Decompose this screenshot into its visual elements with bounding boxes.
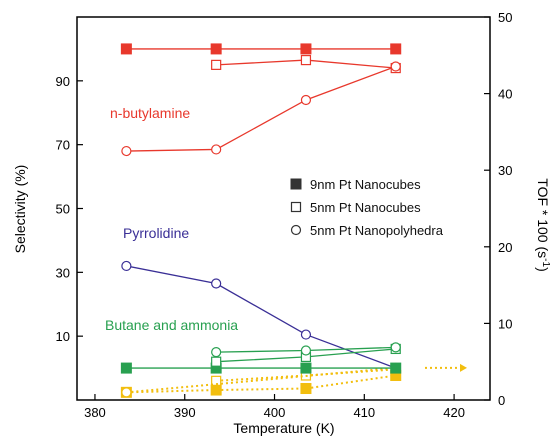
legend-marker	[290, 178, 302, 190]
y2-tick-label: 20	[498, 240, 512, 255]
data-point	[121, 387, 132, 398]
series-n-butylamine-open-square	[211, 54, 401, 74]
data-point	[300, 345, 312, 356]
x-tick-label: 420	[443, 405, 465, 420]
data-point	[390, 43, 402, 55]
data-point	[300, 54, 312, 66]
y-axis-label: Selectivity (%)	[12, 165, 28, 254]
y2-tick-label: 0	[498, 393, 505, 408]
annotation-pyrrolidine: Pyrrolidine	[123, 225, 189, 241]
x-tick-label: 400	[264, 405, 286, 420]
series-line	[126, 265, 396, 369]
x-tick-label: 410	[353, 405, 375, 420]
y-tick-label: 30	[56, 265, 70, 280]
data-point	[300, 362, 312, 374]
data-point	[120, 362, 132, 374]
y2-tick-label: 40	[498, 87, 512, 102]
data-point	[300, 43, 312, 55]
legend-label: 5nm Pt Nanocubes	[310, 200, 421, 215]
legend-marker	[290, 201, 302, 213]
x-tick-label: 380	[84, 405, 106, 420]
series-n-butylamine-open-circle	[121, 61, 401, 157]
series-n-butylamine-filled-square	[120, 43, 402, 55]
data-point	[211, 347, 222, 358]
series-line	[126, 366, 396, 394]
series-butane-and-ammonia-open-circle	[211, 342, 401, 358]
y2-tick-label: 30	[498, 163, 512, 178]
y-tick-label: 70	[56, 138, 70, 153]
data-point	[211, 375, 222, 386]
y-tick-label: 10	[56, 329, 70, 344]
data-point	[390, 362, 402, 374]
data-point	[120, 43, 132, 55]
legend-label: 9nm Pt Nanocubes	[310, 177, 421, 192]
data-point	[300, 329, 312, 340]
legend-marker	[290, 224, 302, 236]
series-tof-filled-square	[120, 369, 402, 398]
annotation-n-butylamine: n-butylamine	[110, 105, 190, 121]
tof-axis-arrow-head	[460, 363, 467, 372]
y2-tick-label: 50	[498, 10, 512, 25]
series-line	[126, 374, 396, 394]
data-point	[210, 43, 222, 55]
series-butane-and-ammonia-filled-square	[120, 362, 402, 374]
data-point	[211, 278, 222, 289]
data-point	[211, 59, 222, 70]
y2-tick-label: 10	[498, 316, 512, 331]
data-point	[210, 384, 222, 396]
data-point	[121, 145, 132, 157]
data-point	[300, 94, 312, 106]
annotation-butane-ammonia: Butane and ammonia	[105, 317, 238, 333]
data-point	[390, 342, 401, 353]
legend-label: 5nm Pt Nanopolyhedra	[310, 223, 444, 238]
y2-axis-label: TOF * 100 (s-1)	[535, 178, 551, 271]
data-point	[211, 356, 222, 367]
plot-frame	[76, 16, 491, 401]
data-point	[390, 61, 401, 72]
data-point	[300, 383, 312, 395]
x-axis-label: Temperature (K)	[233, 420, 334, 436]
y-tick-label: 90	[56, 74, 70, 89]
data-point	[211, 144, 222, 155]
y-tick-label: 50	[56, 202, 70, 217]
series-line	[126, 65, 396, 152]
data-point	[121, 260, 132, 272]
x-tick-label: 390	[174, 405, 196, 420]
